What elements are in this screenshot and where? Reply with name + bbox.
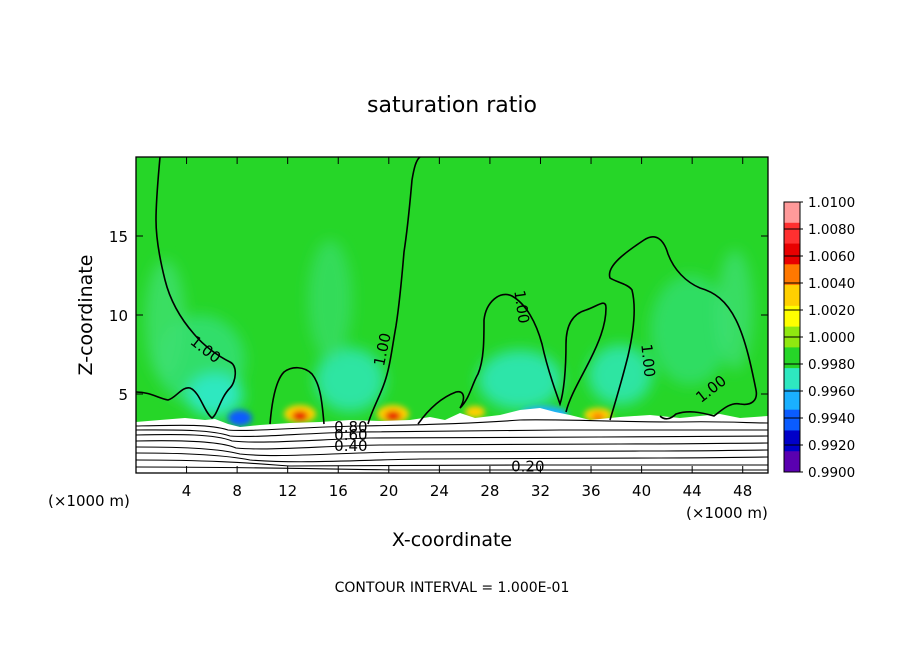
colorbar-swatch bbox=[784, 285, 800, 307]
x-tick-label: 48 bbox=[733, 482, 752, 500]
colorbar: 1.0100 1.0080 1.0060 1.0040 1.0020 1.0000 0.99… bbox=[783, 195, 855, 481]
x-tick-label: 8 bbox=[232, 482, 242, 500]
y-tick-label: 10 bbox=[109, 307, 128, 325]
colorbar-swatch bbox=[784, 451, 800, 473]
x-tick-label: 20 bbox=[379, 482, 398, 500]
colorbar-swatch bbox=[784, 243, 800, 265]
x-unit-right: (×1000 m) bbox=[686, 504, 768, 522]
x-tick-label: 40 bbox=[632, 482, 651, 500]
colorbar-label: 0.9980 bbox=[808, 357, 855, 373]
colorbar-label: 1.0100 bbox=[808, 195, 855, 211]
contour-label: 0.40 bbox=[334, 437, 367, 455]
plot-field bbox=[136, 157, 768, 473]
x-tick-label: 32 bbox=[531, 482, 550, 500]
subsaturated-lower-region bbox=[136, 408, 768, 473]
x-tick-label: 28 bbox=[480, 482, 499, 500]
contour-label: 1.00 bbox=[510, 289, 532, 325]
colorbar-label: 1.0000 bbox=[808, 330, 855, 346]
colorbar-swatch bbox=[784, 368, 800, 390]
x-tick-label: 44 bbox=[683, 482, 702, 500]
colorbar-label: 1.0080 bbox=[808, 222, 855, 238]
colorbar-label: 1.0020 bbox=[808, 303, 855, 319]
colorbar-swatch bbox=[784, 430, 800, 452]
cyan-anomalies bbox=[145, 240, 753, 417]
colorbar-swatch bbox=[784, 264, 800, 286]
contour-label: 0.20 bbox=[511, 457, 544, 475]
x-axis-ticks: 4 8 12 16 20 24 28 32 36 40 44 48 bbox=[182, 157, 752, 500]
y-tick-label: 5 bbox=[118, 386, 128, 404]
colorbar-swatch bbox=[784, 305, 800, 327]
lower-contour-lines bbox=[136, 419, 768, 471]
contour-label: 0.80 bbox=[334, 418, 367, 436]
colorbar-swatch bbox=[784, 347, 800, 369]
y-axis-ticks: 5 10 15 bbox=[109, 228, 768, 404]
x-tick-label: 36 bbox=[581, 482, 600, 500]
x-tick-label: 16 bbox=[329, 482, 348, 500]
colorbar-label: 0.9920 bbox=[808, 438, 855, 454]
x-unit-left: (×1000 m) bbox=[48, 492, 130, 510]
x-axis-label: X-coordinate bbox=[392, 529, 512, 551]
chart-title: saturation ratio bbox=[367, 93, 537, 118]
colorbar-swatch bbox=[784, 388, 800, 410]
y-axis-label: Z-coordinate bbox=[75, 255, 97, 376]
contour-label: 1.00 bbox=[637, 343, 658, 378]
saturation-contour-lines bbox=[136, 157, 758, 425]
colorbar-label: 1.0040 bbox=[808, 276, 855, 292]
x-tick-label: 4 bbox=[182, 482, 192, 500]
y-tick-label: 15 bbox=[109, 228, 128, 246]
colorbar-label: 0.9940 bbox=[808, 411, 855, 427]
colorbar-swatch bbox=[784, 409, 800, 431]
colorbar-label: 0.9900 bbox=[808, 465, 855, 481]
x-tick-label: 24 bbox=[430, 482, 449, 500]
colorbar-swatch bbox=[784, 222, 800, 244]
contour-label: 0.60 bbox=[334, 426, 367, 444]
contour-interval-note: CONTOUR INTERVAL = 1.000E-01 bbox=[335, 580, 570, 596]
colorbar-label: 0.9960 bbox=[808, 384, 855, 400]
colorbar-label: 1.0060 bbox=[808, 249, 855, 265]
colorbar-swatch bbox=[784, 202, 800, 224]
x-tick-label: 12 bbox=[278, 482, 297, 500]
